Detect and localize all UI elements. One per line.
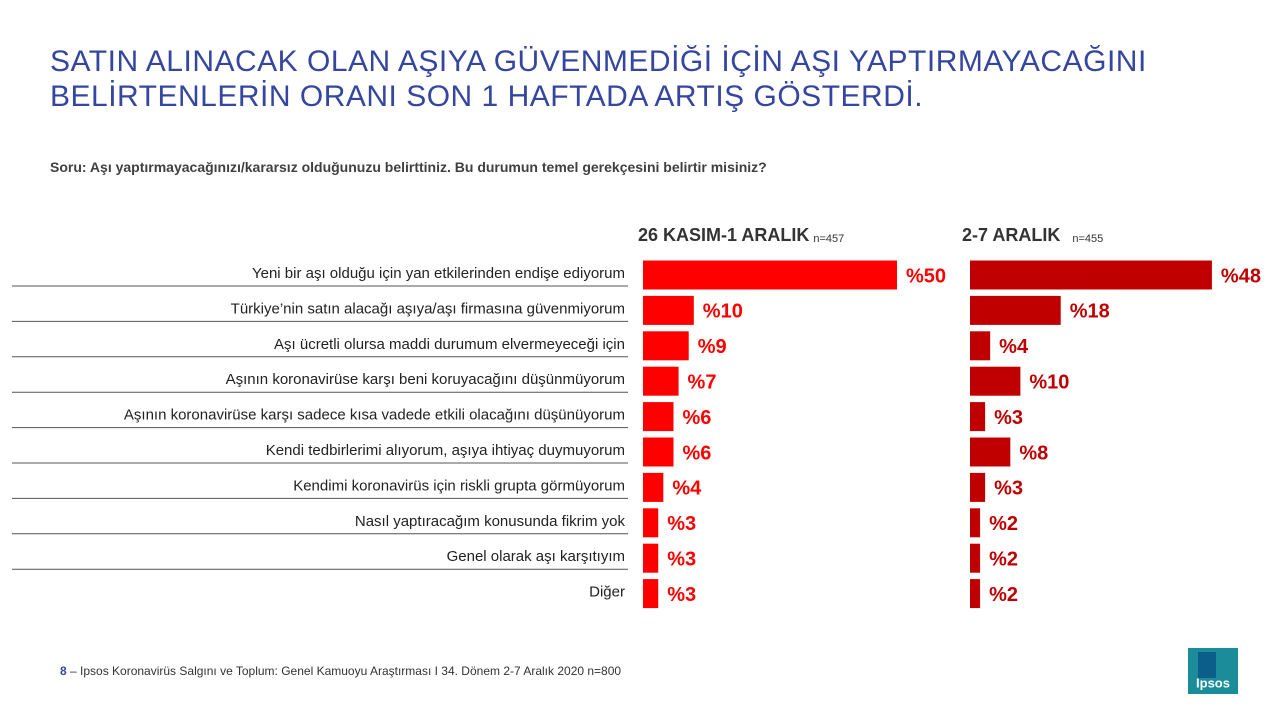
subtitle: Soru: Aşı yaptırmayacağınızı/kararsız ol… xyxy=(50,159,767,175)
bar xyxy=(970,295,1061,325)
footer-text: – Ipsos Koronavirüs Salgını ve Toplum: G… xyxy=(70,664,621,678)
bar xyxy=(643,437,674,467)
category-label: Nasıl yaptıracağım konusunda fikrim yok xyxy=(355,513,626,530)
value-label: %48 xyxy=(1221,265,1261,287)
bar xyxy=(643,402,674,432)
value-label: %2 xyxy=(989,548,1018,570)
title: SATIN ALINACAK OLAN AŞIYA GÜVENMEDİĞİ İÇ… xyxy=(50,45,1147,113)
category-label: Aşının koronavirüse karşı beni koruyacağ… xyxy=(226,371,625,388)
panel-header: 2-7 ARALIK xyxy=(962,225,1060,245)
bar xyxy=(970,331,991,361)
logo-text: Ipsos xyxy=(1196,675,1230,690)
value-label: %3 xyxy=(667,584,696,606)
value-label: %3 xyxy=(994,407,1023,429)
bar xyxy=(970,402,986,432)
bar xyxy=(643,579,659,609)
value-label: %4 xyxy=(999,336,1029,358)
bar xyxy=(643,543,659,573)
bar xyxy=(970,437,1011,467)
value-label: %6 xyxy=(682,407,711,429)
bar xyxy=(970,543,981,573)
category-label: Türkiye’nin satın alacağı aşıya/aşı firm… xyxy=(231,300,625,317)
value-label: %6 xyxy=(682,442,711,464)
value-label: %50 xyxy=(906,265,946,287)
bar xyxy=(643,295,694,325)
bar xyxy=(643,508,659,538)
bar xyxy=(970,472,986,502)
value-label: %7 xyxy=(688,371,717,393)
value-label: %10 xyxy=(703,301,743,323)
bar xyxy=(970,579,981,609)
panel-sample: n=455 xyxy=(1072,233,1103,245)
bar xyxy=(643,366,679,396)
value-label: %2 xyxy=(989,584,1018,606)
category-label: Diğer xyxy=(589,584,625,601)
panel-sample: n=457 xyxy=(813,233,844,245)
bar xyxy=(970,508,981,538)
value-label: %2 xyxy=(989,513,1018,535)
page-number: 8 xyxy=(60,664,67,678)
value-label: %10 xyxy=(1029,371,1069,393)
bar xyxy=(970,366,1021,396)
bar xyxy=(643,260,897,290)
category-label: Genel olarak aşı karşıtıyım xyxy=(447,548,625,565)
category-label: Aşının koronavirüse karşı sadece kısa va… xyxy=(124,407,625,424)
panel-header: 26 KASIM-1 ARALIK xyxy=(638,225,809,245)
value-label: %3 xyxy=(667,513,696,535)
bar xyxy=(643,331,689,361)
category-label: Aşı ücretli olursa maddi durumum elverme… xyxy=(274,336,625,353)
category-label: Kendi tedbirlerimi alıyorum, aşıya ihtiy… xyxy=(266,442,625,459)
value-label: %8 xyxy=(1019,442,1048,464)
value-label: %9 xyxy=(698,336,727,358)
value-label: %3 xyxy=(667,548,696,570)
value-label: %4 xyxy=(672,478,702,500)
category-label: Yeni bir aşı olduğu için yan etkilerinde… xyxy=(252,265,625,282)
category-label: Kendimi koronavirüs için riskli grupta g… xyxy=(293,477,625,494)
value-label: %18 xyxy=(1070,301,1110,323)
logo-shape xyxy=(1198,652,1216,678)
value-label: %3 xyxy=(994,478,1023,500)
bar xyxy=(970,260,1212,290)
bar xyxy=(643,472,664,502)
